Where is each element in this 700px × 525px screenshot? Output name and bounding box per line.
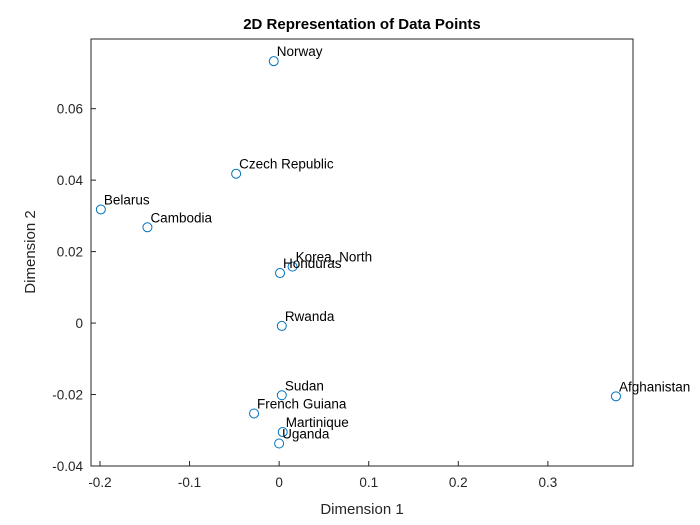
data-point-marker: [277, 427, 288, 438]
data-point-label: Martinique: [286, 415, 349, 430]
data-point-marker: [249, 408, 260, 419]
data-point-label: Czech Republic: [239, 157, 334, 172]
y-axis: -0.04 -0.02 0 0.02 0.04 0.06: [52, 102, 96, 474]
data-point-label: Norway: [277, 44, 323, 59]
data-point-label: Rwanda: [285, 309, 335, 324]
data-point-marker: [274, 438, 285, 449]
data-point-marker: [276, 390, 287, 401]
x-axis-label: Dimension 1: [320, 501, 403, 518]
x-tick-label: -0.2: [88, 475, 111, 490]
y-tick-label: 0.06: [57, 102, 83, 117]
data-point-label: Korea, North: [296, 250, 373, 265]
plot-frame: [90, 38, 634, 467]
data-point-marker: [142, 222, 153, 233]
y-tick-label: 0.02: [57, 245, 83, 260]
data-point-label: French Guiana: [257, 396, 347, 411]
data-point-label: Honduras: [283, 256, 342, 271]
y-tick-label: -0.02: [52, 388, 83, 403]
data-point-label: Uganda: [282, 426, 330, 441]
data-point-label: Cambodia: [150, 210, 212, 225]
y-tick-label: -0.04: [52, 459, 83, 474]
chart-title: 2D Representation of Data Points: [243, 16, 481, 33]
data-point-marker: [276, 320, 287, 331]
x-tick-label: 0.3: [539, 475, 558, 490]
x-tick-label: 0: [275, 475, 283, 490]
data-point-label: Sudan: [285, 378, 324, 393]
data-point-marker: [268, 56, 279, 67]
y-axis-label: Dimension 2: [22, 210, 39, 293]
x-tick-label: 0.1: [359, 475, 378, 490]
data-point-marker: [275, 268, 286, 279]
y-tick-label: 0: [75, 316, 83, 331]
data-point-marker: [95, 204, 106, 215]
data-point-marker: [610, 391, 621, 402]
y-tick-label: 0.04: [57, 173, 84, 188]
plot-area: -0.2 -0.1 0 0.1 0.2 0.3 -0.04 -0.02 0 0.02 0.04 0.…: [52, 38, 690, 490]
x-tick-label: 0.2: [449, 475, 468, 490]
data-point-label: Belarus: [104, 192, 150, 207]
data-point-marker: [287, 261, 298, 272]
x-axis: -0.2 -0.1 0 0.1 0.2 0.3: [88, 461, 557, 490]
data-point-marker: [231, 168, 242, 179]
x-tick-label: -0.1: [178, 475, 201, 490]
data-point-label: Afghanistan: [619, 379, 690, 394]
